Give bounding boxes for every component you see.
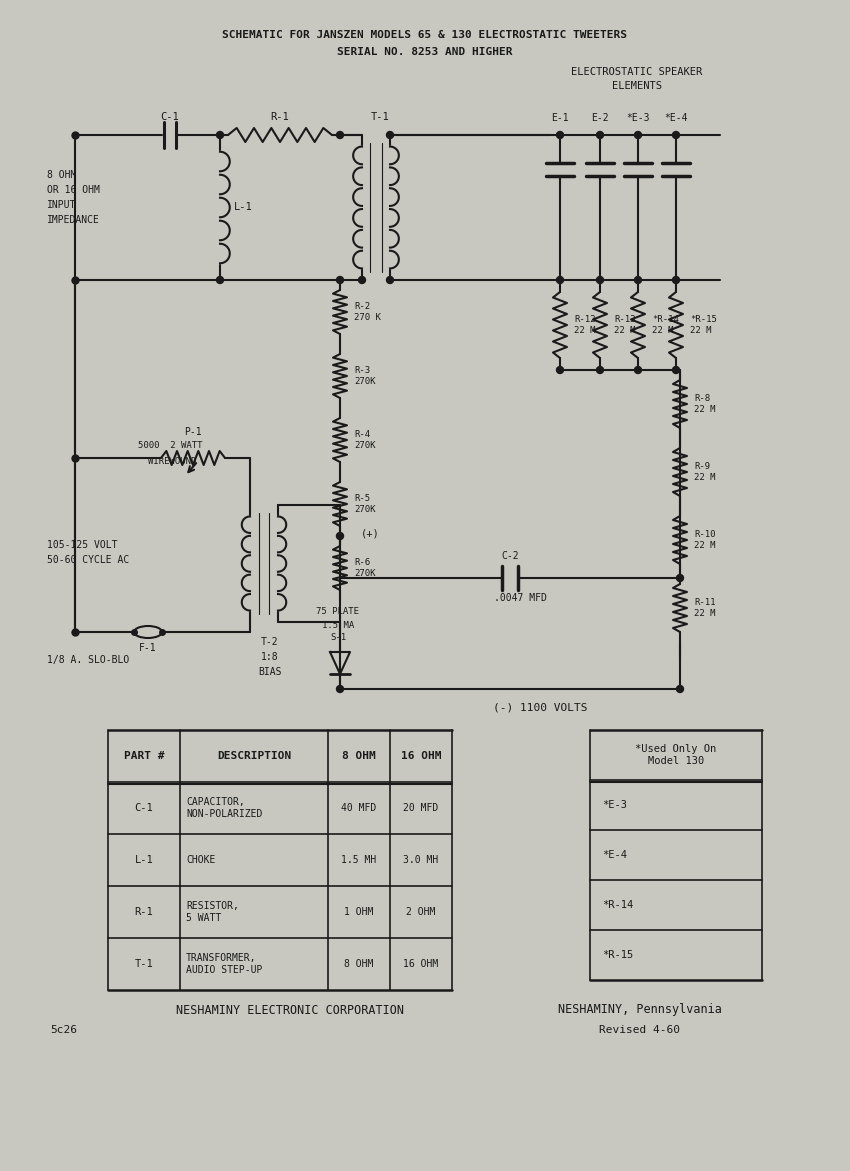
- Circle shape: [672, 276, 679, 283]
- Circle shape: [217, 131, 224, 138]
- Text: BIAS: BIAS: [258, 667, 281, 677]
- Circle shape: [677, 685, 683, 692]
- Text: *R-15
22 M: *R-15 22 M: [690, 315, 717, 335]
- Text: R-4
270K: R-4 270K: [354, 430, 376, 450]
- Text: E-2: E-2: [592, 112, 609, 123]
- Text: 8 OHM: 8 OHM: [342, 751, 376, 761]
- Circle shape: [337, 533, 343, 540]
- Text: L-1: L-1: [134, 855, 153, 865]
- Text: *Used Only On
Model 130: *Used Only On Model 130: [635, 745, 717, 766]
- Text: 16 OHM: 16 OHM: [400, 751, 441, 761]
- Text: PART #: PART #: [124, 751, 164, 761]
- Text: SCHEMATIC FOR JANSZEN MODELS 65 & 130 ELECTROSTATIC TWEETERS: SCHEMATIC FOR JANSZEN MODELS 65 & 130 EL…: [223, 30, 627, 40]
- Text: *R-14: *R-14: [602, 900, 633, 910]
- Text: R-3
270K: R-3 270K: [354, 367, 376, 385]
- Text: 1.5 MA: 1.5 MA: [322, 621, 354, 630]
- Circle shape: [677, 575, 683, 582]
- Text: R-11
22 M: R-11 22 M: [694, 598, 716, 617]
- Text: R-5
270K: R-5 270K: [354, 494, 376, 514]
- Text: T-1: T-1: [134, 959, 153, 968]
- Circle shape: [359, 276, 366, 283]
- Text: TRANSFORMER,
AUDIO STEP-UP: TRANSFORMER, AUDIO STEP-UP: [186, 953, 263, 974]
- Circle shape: [634, 131, 642, 138]
- Text: T-2: T-2: [261, 637, 279, 648]
- Text: DESCRIPTION: DESCRIPTION: [217, 751, 291, 761]
- Text: WIREWOUND: WIREWOUND: [148, 457, 196, 466]
- Text: SERIAL NO. 8253 AND HIGHER: SERIAL NO. 8253 AND HIGHER: [337, 47, 513, 57]
- Text: L-1: L-1: [234, 203, 252, 212]
- Text: *E-4: *E-4: [664, 112, 688, 123]
- Circle shape: [337, 131, 343, 138]
- Text: R-13
22 M: R-13 22 M: [614, 315, 636, 335]
- Text: S-1: S-1: [330, 634, 346, 643]
- Text: 20 MFD: 20 MFD: [404, 803, 439, 813]
- Circle shape: [597, 367, 603, 374]
- Text: R-8
22 M: R-8 22 M: [694, 395, 716, 413]
- Text: 8 OHM: 8 OHM: [47, 170, 76, 180]
- Text: *R-14
22 M: *R-14 22 M: [652, 315, 679, 335]
- Text: R-1: R-1: [134, 908, 153, 917]
- Text: P-1: P-1: [184, 427, 201, 437]
- Circle shape: [557, 276, 564, 283]
- Text: R-6
270K: R-6 270K: [354, 559, 376, 577]
- Text: R-12
22 M: R-12 22 M: [574, 315, 596, 335]
- Text: 5c26: 5c26: [50, 1025, 77, 1035]
- Text: NESHAMINY, Pennsylvania: NESHAMINY, Pennsylvania: [558, 1004, 722, 1016]
- Circle shape: [634, 276, 642, 283]
- Circle shape: [597, 276, 603, 283]
- Circle shape: [597, 131, 603, 138]
- Text: R-1: R-1: [270, 112, 289, 122]
- Text: *E-4: *E-4: [602, 850, 627, 860]
- Circle shape: [634, 367, 642, 374]
- Circle shape: [557, 131, 564, 138]
- Text: R-2
270 K: R-2 270 K: [354, 302, 381, 322]
- Text: 1:8: 1:8: [261, 652, 279, 662]
- Circle shape: [217, 276, 224, 283]
- Text: C-2: C-2: [502, 552, 518, 561]
- Text: OR 16 OHM: OR 16 OHM: [47, 185, 100, 196]
- Text: 5000  2 WATT: 5000 2 WATT: [138, 440, 202, 450]
- Text: F-1: F-1: [139, 643, 156, 653]
- Text: IMPEDANCE: IMPEDANCE: [47, 215, 100, 225]
- Text: C-1: C-1: [161, 112, 179, 122]
- Text: 1 OHM: 1 OHM: [344, 908, 374, 917]
- Text: (+): (+): [360, 528, 379, 537]
- Text: 105-125 VOLT: 105-125 VOLT: [47, 540, 117, 550]
- Text: E-1: E-1: [551, 112, 569, 123]
- Text: 16 OHM: 16 OHM: [404, 959, 439, 968]
- Text: R-10
22 M: R-10 22 M: [694, 530, 716, 549]
- Text: Revised 4-60: Revised 4-60: [599, 1025, 681, 1035]
- Text: 3.0 MH: 3.0 MH: [404, 855, 439, 865]
- Circle shape: [557, 367, 564, 374]
- Text: 1.5 MH: 1.5 MH: [342, 855, 377, 865]
- Text: (-) 1100 VOLTS: (-) 1100 VOLTS: [493, 701, 587, 712]
- Text: 40 MFD: 40 MFD: [342, 803, 377, 813]
- Text: CAPACITOR,
NON-POLARIZED: CAPACITOR, NON-POLARIZED: [186, 797, 263, 819]
- Circle shape: [337, 276, 343, 283]
- Circle shape: [672, 131, 679, 138]
- Text: 8 OHM: 8 OHM: [344, 959, 374, 968]
- Text: ELECTROSTATIC SPEAKER: ELECTROSTATIC SPEAKER: [571, 67, 703, 77]
- Text: 1/8 A. SLO-BLO: 1/8 A. SLO-BLO: [47, 655, 129, 665]
- Text: NESHAMINY ELECTRONIC CORPORATION: NESHAMINY ELECTRONIC CORPORATION: [176, 1004, 404, 1016]
- Text: ELEMENTS: ELEMENTS: [612, 81, 662, 91]
- Text: C-1: C-1: [134, 803, 153, 813]
- Text: INPUT: INPUT: [47, 200, 76, 210]
- Text: 75 PLATE: 75 PLATE: [316, 608, 360, 616]
- Text: T-1: T-1: [371, 112, 389, 122]
- Text: 2 OHM: 2 OHM: [406, 908, 436, 917]
- Text: *E-3: *E-3: [602, 800, 627, 810]
- Text: .0047 MFD: .0047 MFD: [494, 593, 547, 603]
- Text: RESISTOR,
5 WATT: RESISTOR, 5 WATT: [186, 902, 239, 923]
- Circle shape: [387, 276, 394, 283]
- Text: CHOKE: CHOKE: [186, 855, 215, 865]
- Text: *E-3: *E-3: [626, 112, 649, 123]
- Circle shape: [672, 367, 679, 374]
- Circle shape: [387, 131, 394, 138]
- Text: R-9
22 M: R-9 22 M: [694, 463, 716, 481]
- Text: *R-15: *R-15: [602, 950, 633, 960]
- Circle shape: [337, 685, 343, 692]
- Text: 50-60 CYCLE AC: 50-60 CYCLE AC: [47, 555, 129, 564]
